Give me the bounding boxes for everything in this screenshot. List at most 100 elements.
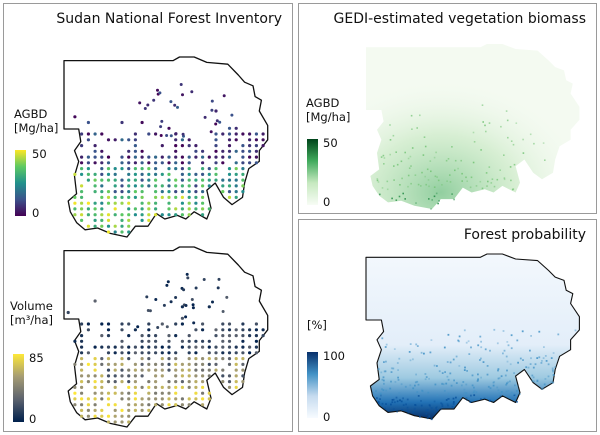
- forest-pixel: [545, 360, 548, 362]
- forest-pixel: [383, 361, 385, 363]
- sample-plot-dot: [140, 357, 144, 361]
- forest-pixel: [438, 370, 441, 373]
- sample-plot-dot: [120, 230, 124, 234]
- sample-plot-dot: [86, 414, 90, 418]
- sample-plot-dot: [113, 391, 117, 395]
- biomass-pixel: [522, 152, 525, 154]
- sample-plot-dot: [201, 178, 205, 182]
- forest-pixel: [440, 402, 443, 405]
- sample-plot-dot: [100, 224, 104, 228]
- biomass-pixel: [503, 177, 506, 179]
- sample-plot-dot: [221, 161, 225, 165]
- forest-pixel: [446, 361, 449, 363]
- sample-plot-dot: [180, 213, 184, 217]
- sample-plot-dot: [140, 362, 144, 366]
- forest-pixel: [434, 383, 437, 386]
- sample-plot-dot: [221, 334, 225, 338]
- forest-pixel: [375, 390, 377, 392]
- sample-plot-dot: [120, 138, 124, 142]
- sample-plot-dot: [93, 380, 97, 384]
- sample-plot-dot: [234, 167, 238, 171]
- sample-plot-dot: [80, 374, 84, 378]
- sample-plot-dot: [127, 224, 131, 228]
- sample-plot-dot: [187, 172, 191, 176]
- sample-plot-dot: [86, 155, 90, 159]
- forest-pixel: [395, 396, 398, 399]
- sample-plot-dot: [140, 167, 144, 171]
- sample-plot-dot: [180, 184, 184, 188]
- biomass-pixel: [454, 159, 457, 162]
- biomass-pixel: [506, 119, 509, 122]
- sample-plot-dot: [154, 374, 158, 378]
- biomass-pixel: [416, 127, 418, 129]
- sample-plot-dot: [133, 345, 137, 349]
- sample-plot-dot: [201, 184, 205, 188]
- sample-plot-dot: [120, 420, 124, 424]
- sample-plot-dot: [127, 207, 131, 211]
- biomass-pixel: [433, 156, 436, 159]
- sample-plot-dot: [160, 190, 164, 194]
- forest-pixel: [382, 376, 385, 379]
- sample-plot-dot: [180, 322, 184, 326]
- sample-plot-dot: [187, 213, 191, 217]
- sample-plot-dot: [100, 408, 104, 412]
- sample-plot-dot: [120, 374, 124, 378]
- biomass-pixel: [529, 133, 532, 136]
- sample-plot-dot: [181, 132, 185, 136]
- forest-pixel: [489, 387, 492, 390]
- sample-plot-dot: [234, 328, 238, 332]
- sample-plot-dot: [241, 149, 245, 153]
- nfi-volume-map: [63, 246, 269, 428]
- forest-pixel: [398, 392, 401, 394]
- biomass-pixel: [410, 114, 413, 117]
- biomass-pixel: [379, 193, 381, 196]
- forest-pixel: [406, 406, 409, 409]
- sample-plot-dot: [194, 172, 198, 176]
- forest-pixel: [383, 382, 385, 385]
- sample-plot-dot: [169, 134, 173, 138]
- sample-plot-dot: [192, 321, 196, 325]
- sample-plot-dot: [234, 132, 238, 136]
- sample-plot-dot: [201, 339, 205, 343]
- biomass-pixel: [393, 179, 395, 181]
- sample-plot-dot: [174, 391, 178, 395]
- sample-plot-dot: [216, 286, 220, 290]
- sample-plot-dot: [194, 357, 198, 361]
- volume-sample-plots: [66, 272, 265, 424]
- forest-pixel: [467, 340, 470, 343]
- forest-pixel: [471, 384, 474, 387]
- biomass-pixel: [419, 114, 421, 117]
- forest-pixel: [489, 399, 492, 402]
- sample-plot-dot: [214, 328, 218, 332]
- biomass-pixel: [404, 198, 406, 200]
- sample-plot-dot: [127, 213, 131, 217]
- sample-plot-dot: [167, 178, 171, 182]
- forest-pixel: [415, 343, 418, 346]
- sample-plot-dot: [136, 325, 140, 329]
- sample-plot-dot: [174, 178, 178, 182]
- sample-plot-dot: [133, 138, 137, 142]
- biomass-pixel: [428, 198, 430, 200]
- sample-plot-dot: [174, 144, 178, 148]
- sample-plot-dot: [140, 195, 144, 199]
- sample-plot-dot: [225, 295, 229, 299]
- biomass-pixel: [512, 143, 515, 146]
- forest-pixel: [509, 380, 511, 383]
- sample-plot-dot: [222, 94, 226, 98]
- forest-pixel: [417, 395, 420, 397]
- sample-plot-dot: [254, 138, 258, 142]
- sample-plot-dot: [93, 414, 97, 418]
- forest-pixel: [425, 376, 428, 378]
- sample-plot-dot: [160, 357, 164, 361]
- biomass-pixel: [487, 180, 489, 183]
- biomass-pixel: [389, 124, 391, 126]
- sample-plot-dot: [154, 172, 158, 176]
- sample-plot-dot: [214, 138, 218, 142]
- sample-plot-dot: [201, 207, 205, 211]
- sample-plot-dot: [127, 351, 131, 355]
- forest-pixel: [455, 355, 458, 358]
- sample-plot-dot: [227, 167, 232, 171]
- sample-plot-dot: [214, 132, 218, 136]
- forest-pixel: [513, 394, 516, 397]
- sample-plot-dot: [227, 144, 232, 148]
